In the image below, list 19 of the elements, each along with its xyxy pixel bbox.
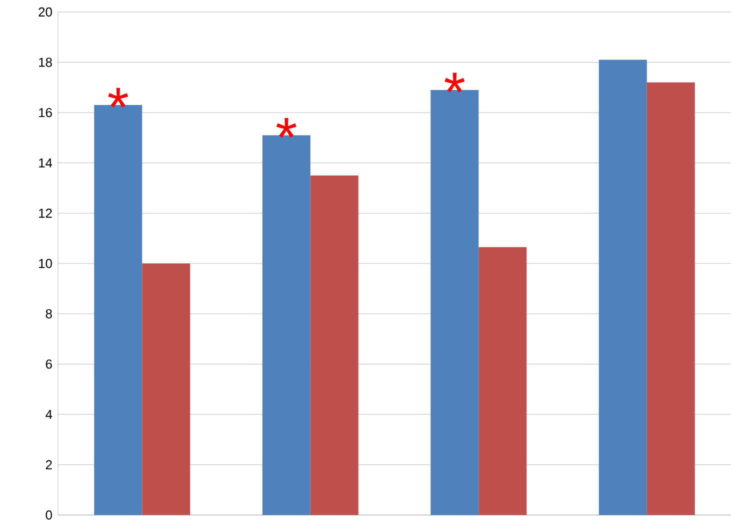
annotation: *: [276, 118, 296, 138]
y-tick-label: 8: [46, 309, 52, 318]
y-tick-label: 20: [38, 7, 52, 17]
y-tick-label: 16: [39, 108, 52, 118]
y-tick-label: 12: [39, 208, 52, 218]
annotation: *: [108, 88, 128, 108]
bar: [310, 175, 358, 515]
y-tick-label: 10: [39, 258, 52, 268]
y-tick-label: 0: [46, 510, 52, 520]
y-tick-label: 18: [39, 58, 52, 67]
y-tick-label: 14: [39, 158, 52, 168]
y-tick-label: 2: [46, 460, 52, 470]
bar: [142, 263, 190, 515]
annotation: *: [444, 72, 465, 92]
y-tick-label: 6: [46, 360, 52, 369]
y-tick-label: 4: [46, 410, 52, 419]
bar: [478, 247, 527, 515]
bar: [598, 60, 647, 515]
bar: [646, 82, 695, 515]
